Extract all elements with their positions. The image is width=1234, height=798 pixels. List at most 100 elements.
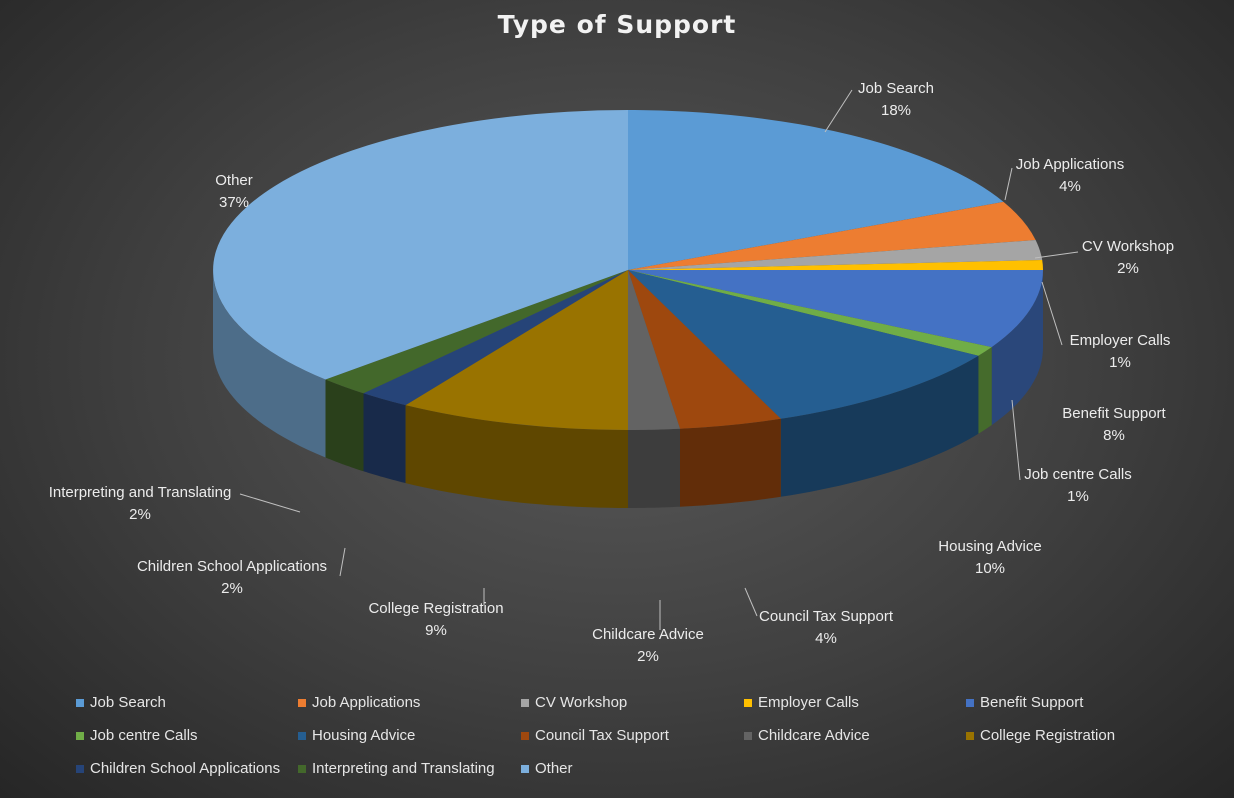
leader-line-job-search [824, 89, 853, 133]
data-label-value: 2% [1117, 260, 1139, 277]
data-label-name: Housing Advice [938, 538, 1042, 555]
leader-line-job-applications [1004, 167, 1013, 201]
leader-line-employer-calls [1041, 281, 1063, 346]
legend-swatch [744, 698, 752, 707]
legend-label: CV Workshop [535, 694, 628, 711]
data-label-job-centre-calls: Job centre Calls 1% [1024, 464, 1132, 508]
data-label-interpreting-and-translating: Interpreting and Translating 2% [49, 482, 232, 526]
data-label-value: 37% [218, 194, 250, 211]
pie-side-interpreting-and-translating [325, 379, 364, 472]
data-label-value: 2% [637, 648, 659, 665]
data-label-name: Other [215, 172, 253, 189]
pie-slice-housing-advice[interactable] [628, 270, 979, 419]
legend-swatch [521, 698, 529, 707]
legend-swatch [76, 731, 84, 740]
pie-slice-children-school-applications[interactable] [363, 270, 629, 406]
legend-swatch [298, 698, 306, 707]
pie-slice-other[interactable] [213, 110, 628, 380]
leader-line-children-school-applications [339, 547, 346, 577]
data-label-cv-workshop: CV Workshop 2% [1082, 236, 1174, 280]
data-label-name: Job Applications [1015, 156, 1125, 173]
legend-label: Children School Applications [90, 760, 281, 777]
legend-item-children-school-applications[interactable]: Children School Applications [76, 760, 280, 777]
data-label-employer-calls: Employer Calls 1% [1070, 330, 1171, 374]
legend-item-interpreting-and-translating[interactable]: Interpreting and Translating [298, 760, 495, 777]
legend-label: Childcare Advice [758, 727, 870, 744]
legend-item-childcare-advice[interactable]: Childcare Advice [744, 727, 870, 744]
data-label-college-registration: College Registration 9% [368, 598, 503, 642]
pie-side-college-registration [405, 405, 628, 508]
data-label-value: 10% [974, 560, 1006, 577]
legend-item-college-registration[interactable]: College Registration [966, 727, 1115, 744]
data-label-value: 18% [880, 102, 912, 119]
data-label-name: Children School Applications [136, 558, 328, 575]
legend-label: College Registration [980, 727, 1116, 744]
data-label-value: 4% [815, 630, 837, 647]
data-label-job-search: Job Search 18% [858, 78, 934, 122]
pie-side-housing-advice [780, 355, 979, 497]
data-label-value: 8% [1103, 427, 1125, 444]
pie-side-childcare-advice [628, 428, 680, 508]
data-label-other: Other 37% [215, 170, 253, 214]
pie-slice-interpreting-and-translating[interactable] [325, 270, 629, 394]
pie-side-council-tax-support [680, 418, 781, 507]
data-label-childcare-advice: Childcare Advice 2% [592, 624, 704, 668]
legend-item-benefit-support[interactable]: Benefit Support [966, 694, 1083, 711]
leader-line-cv-workshop [1034, 251, 1079, 259]
legend-item-employer-calls[interactable]: Employer Calls [744, 694, 859, 711]
legend-label: Interpreting and Translating [312, 760, 495, 777]
pie-slice-council-tax-support[interactable] [628, 270, 781, 429]
pie-slice-college-registration[interactable] [405, 270, 628, 430]
data-label-housing-advice: Housing Advice 10% [938, 536, 1041, 580]
pie-side-other [213, 270, 326, 458]
legend-item-cv-workshop[interactable]: CV Workshop [521, 694, 627, 711]
pie-slice-job-search[interactable] [628, 110, 1004, 270]
legend-item-housing-advice[interactable]: Housing Advice [298, 727, 415, 744]
data-label-benefit-support: Benefit Support 8% [1062, 403, 1165, 447]
data-label-children-school-applications: Children School Applications 2% [137, 556, 327, 600]
legend-swatch [744, 731, 752, 740]
legend-item-job-search[interactable]: Job Search [76, 694, 166, 711]
leader-line-council-tax-support [744, 587, 758, 617]
pie-slice-job-applications[interactable] [628, 201, 1036, 270]
legend-swatch [76, 698, 84, 707]
legend-swatch [966, 698, 974, 707]
legend-swatch [521, 731, 529, 740]
legend-swatch [76, 764, 84, 773]
legend-item-job-centre-calls[interactable]: Job centre Calls [76, 727, 198, 744]
data-label-value: 2% [221, 580, 243, 597]
data-label-value: 2% [129, 506, 151, 523]
pie-slice-employer-calls[interactable] [628, 260, 1043, 270]
pie-slice-benefit-support[interactable] [628, 270, 1043, 348]
legend-label: Job centre Calls [90, 727, 198, 744]
legend-swatch [966, 731, 974, 740]
legend-item-council-tax-support[interactable]: Council Tax Support [521, 727, 669, 744]
pie-side-benefit-support [991, 270, 1043, 426]
data-label-value: 9% [425, 622, 447, 639]
pie-slice-job-centre-calls[interactable] [628, 270, 992, 356]
legend-label: Benefit Support [980, 694, 1084, 711]
data-label-name: Interpreting and Translating [48, 484, 232, 501]
legend-item-other[interactable]: Other [521, 760, 573, 777]
data-label-name: Childcare Advice [592, 626, 704, 643]
legend-label: Other [535, 760, 573, 777]
legend-item-job-applications[interactable]: Job Applications [298, 694, 420, 711]
pie-slice-childcare-advice[interactable] [628, 270, 680, 430]
data-label-council-tax-support: Council Tax Support 4% [759, 606, 893, 650]
data-label-job-applications: Job Applications 4% [1016, 154, 1124, 198]
data-label-name: Job centre Calls [1024, 466, 1132, 483]
data-label-value: 4% [1059, 178, 1081, 195]
data-label-name: Benefit Support [1062, 405, 1166, 422]
chart-title: Type of Support [497, 10, 737, 39]
legend-label: Job Applications [312, 694, 421, 711]
data-label-value: 1% [1067, 488, 1089, 505]
data-label-name: Council Tax Support [759, 608, 893, 625]
legend-swatch [298, 764, 306, 773]
data-label-name: College Registration [368, 600, 504, 617]
data-label-name: CV Workshop [1081, 238, 1175, 255]
legend-swatch [298, 731, 306, 740]
legend-label: Job Search [90, 694, 166, 711]
leader-line-interpreting-and-translating [239, 493, 301, 513]
